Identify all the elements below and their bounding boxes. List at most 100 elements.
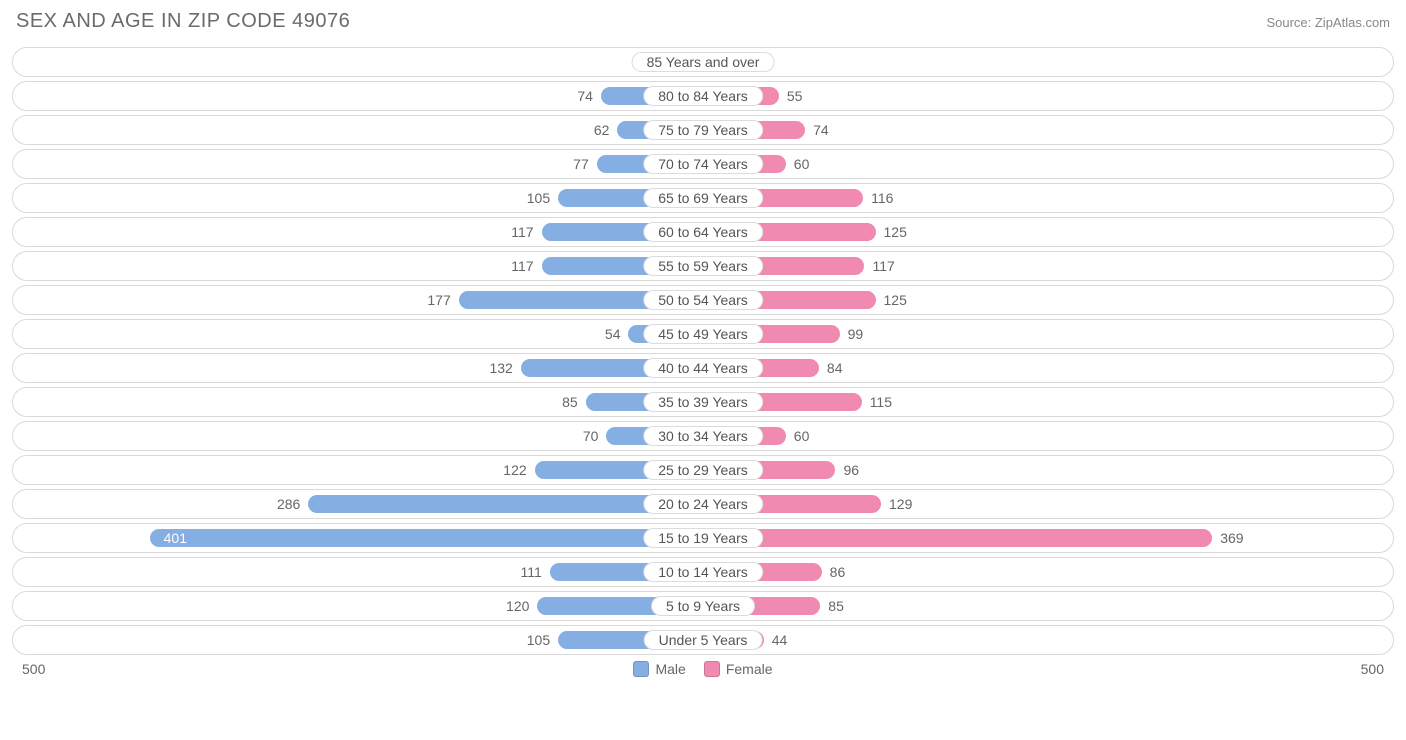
pyramid-row: 105 116 65 to 69 Years — [12, 183, 1394, 213]
female-half: 369 — [703, 524, 1393, 552]
population-pyramid: 312785 Years and over 74 55 80 to 84 Years 6… — [12, 47, 1394, 655]
male-half: 120 — [13, 592, 703, 620]
pyramid-row: 117 117 55 to 59 Years — [12, 251, 1394, 281]
female-bar — [703, 529, 1212, 547]
male-half: 117 — [13, 218, 703, 246]
female-half: 55 — [703, 82, 1393, 110]
pyramid-row: 312785 Years and over — [12, 47, 1394, 77]
axis-max-right: 500 — [1361, 661, 1384, 677]
pyramid-row: 105 44Under 5 Years — [12, 625, 1394, 655]
pyramid-row: 74 55 80 to 84 Years — [12, 81, 1394, 111]
age-category-pill: 25 to 29 Years — [643, 460, 763, 480]
age-category-pill: 65 to 69 Years — [643, 188, 763, 208]
age-category-pill: 80 to 84 Years — [643, 86, 763, 106]
pyramid-row: 117 125 60 to 64 Years — [12, 217, 1394, 247]
female-value: 60 — [786, 428, 818, 444]
age-category-pill: 10 to 14 Years — [643, 562, 763, 582]
male-half: 401 — [13, 524, 703, 552]
male-value: 74 — [569, 88, 601, 104]
age-category-pill: 35 to 39 Years — [643, 392, 763, 412]
male-half: 177 — [13, 286, 703, 314]
male-value: 401 — [156, 530, 195, 546]
age-category-pill: 30 to 34 Years — [643, 426, 763, 446]
male-half: 62 — [13, 116, 703, 144]
pyramid-row: 54 99 45 to 49 Years — [12, 319, 1394, 349]
pyramid-row: 17712550 to 54 Years — [12, 285, 1394, 315]
legend: Male Female — [633, 661, 772, 677]
female-half: 86 — [703, 558, 1393, 586]
female-value: 125 — [876, 292, 915, 308]
legend-swatch — [704, 661, 720, 677]
female-value: 125 — [876, 224, 915, 240]
female-value: 117 — [864, 258, 902, 274]
age-category-pill: 20 to 24 Years — [643, 494, 763, 514]
female-half: 116 — [703, 184, 1393, 212]
age-category-pill: 15 to 19 Years — [643, 528, 763, 548]
male-value: 132 — [481, 360, 520, 376]
chart-title: SEX AND AGE IN ZIP CODE 49076 — [16, 10, 350, 33]
age-category-pill: 60 to 64 Years — [643, 222, 763, 242]
age-category-pill: 75 to 79 Years — [643, 120, 763, 140]
female-value: 85 — [820, 598, 852, 614]
female-value: 369 — [1212, 530, 1251, 546]
female-half: 125 — [703, 218, 1393, 246]
female-half: 96 — [703, 456, 1393, 484]
male-value: 177 — [419, 292, 458, 308]
male-value: 54 — [597, 326, 629, 342]
age-category-pill: 40 to 44 Years — [643, 358, 763, 378]
male-value: 85 — [554, 394, 586, 410]
legend-label: Male — [655, 661, 685, 677]
female-value: 55 — [779, 88, 811, 104]
male-half: 77 — [13, 150, 703, 178]
male-value: 77 — [565, 156, 597, 172]
female-half: 117 — [703, 252, 1393, 280]
female-half: 99 — [703, 320, 1393, 348]
chart-footer: 500 Male Female 500 — [12, 661, 1394, 677]
male-half: 117 — [13, 252, 703, 280]
pyramid-row: 1229625 to 29 Years — [12, 455, 1394, 485]
male-half: 70 — [13, 422, 703, 450]
female-half: 44 — [703, 626, 1393, 654]
female-value: 60 — [786, 156, 818, 172]
pyramid-row: 8511535 to 39 Years — [12, 387, 1394, 417]
male-half: 286 — [13, 490, 703, 518]
pyramid-row: 70 60 30 to 34 Years — [12, 421, 1394, 451]
male-value: 105 — [519, 190, 558, 206]
male-half: 85 — [13, 388, 703, 416]
male-value: 105 — [519, 632, 558, 648]
pyramid-row: 77 60 70 to 74 Years — [12, 149, 1394, 179]
male-value: 117 — [503, 224, 541, 240]
legend-item: Female — [704, 661, 773, 677]
male-half: 122 — [13, 456, 703, 484]
male-half: 105 — [13, 184, 703, 212]
age-category-pill: 55 to 59 Years — [643, 256, 763, 276]
pyramid-row: 120855 to 9 Years — [12, 591, 1394, 621]
age-category-pill: 45 to 49 Years — [643, 324, 763, 344]
chart-header: SEX AND AGE IN ZIP CODE 49076 Source: Zi… — [12, 10, 1394, 33]
female-half: 129 — [703, 490, 1393, 518]
male-half: 132 — [13, 354, 703, 382]
female-half: 84 — [703, 354, 1393, 382]
female-value: 99 — [840, 326, 872, 342]
female-half: 74 — [703, 116, 1393, 144]
age-category-pill: Under 5 Years — [644, 630, 763, 650]
male-value: 286 — [269, 496, 308, 512]
male-bar: 401 — [150, 529, 703, 547]
female-half: 60 — [703, 422, 1393, 450]
pyramid-row: 132 8440 to 44 Years — [12, 353, 1394, 383]
pyramid-row: 627475 to 79 Years — [12, 115, 1394, 145]
male-value: 111 — [513, 564, 550, 580]
chart-source: Source: ZipAtlas.com — [1266, 15, 1390, 30]
pyramid-row: 111 8610 to 14 Years — [12, 557, 1394, 587]
age-category-pill: 70 to 74 Years — [643, 154, 763, 174]
age-category-pill: 85 Years and over — [632, 52, 775, 72]
female-value: 116 — [863, 190, 901, 206]
legend-item: Male — [633, 661, 685, 677]
male-half: 31 — [13, 48, 703, 76]
pyramid-row: 286 12920 to 24 Years — [12, 489, 1394, 519]
male-value: 117 — [503, 258, 541, 274]
male-half: 54 — [13, 320, 703, 348]
axis-max-left: 500 — [22, 661, 45, 677]
male-value: 70 — [575, 428, 607, 444]
female-half: 27 — [703, 48, 1393, 76]
